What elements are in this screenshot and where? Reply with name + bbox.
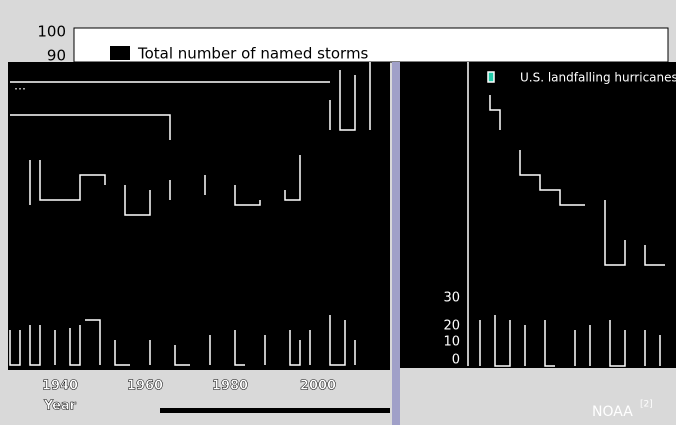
x-axis-label: Year [43,399,77,414]
y-tick-label: 10 [443,335,460,350]
legend-label: Total number of named storms [137,45,369,63]
left-panel-label: … [14,79,26,93]
legend-swatch [110,46,130,60]
y-tick-label: 20 [443,319,460,334]
y-tick-label: 90 [47,47,66,65]
left-chart-marks [9,62,371,366]
left-chart-panel [8,62,390,370]
source-label: NOAA [592,404,633,420]
x-tick-label: 1940 [42,379,78,394]
right-chart-marks [467,62,665,367]
x-tick-label: 1980 [212,379,248,394]
divider [160,408,390,413]
top-chart-area [73,27,669,63]
y-tick-label: 100 [37,23,66,41]
y-tick-label: 30 [443,291,460,306]
right-chart-panel [400,62,676,368]
source-reference: [2] [640,400,653,410]
legend-label: U.S. landfalling hurricanes [520,71,676,85]
x-tick-label: 1960 [127,379,163,394]
panel-gap [392,62,400,425]
x-tick-label: 2000 [300,379,336,394]
y-tick-label: 0 [452,353,460,368]
